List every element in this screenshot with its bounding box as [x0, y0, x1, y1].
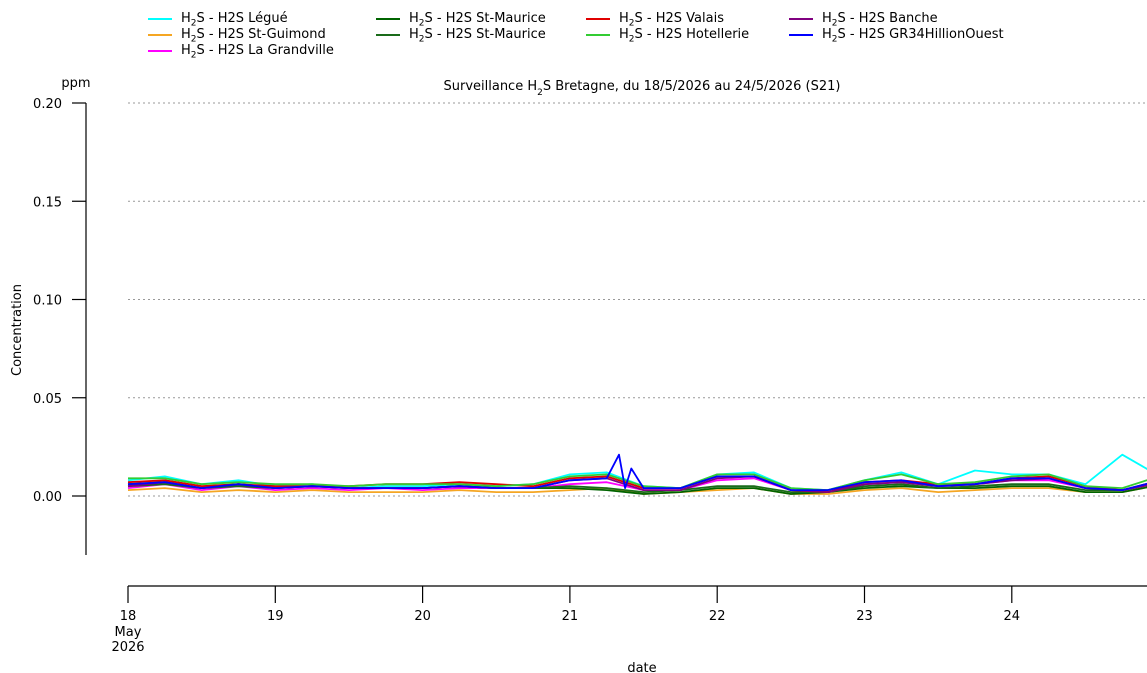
- legend-label: H2S - H2S Légué: [181, 11, 288, 29]
- y-tick-label: 0.10: [33, 294, 62, 309]
- title-part-2: S Bretagne, du 18/5/2026 au 24/5/2026 (S…: [543, 79, 841, 94]
- x-tick-label: 24: [1004, 609, 1021, 624]
- legend-swatch: [376, 18, 400, 20]
- legend-swatch: [148, 34, 172, 36]
- title-part-1: Surveillance H: [443, 79, 537, 94]
- y-axis: 0.00 0.05 0.10 0.15 0.20: [33, 97, 87, 555]
- legend-label: H2S - H2S Hotellerie: [619, 27, 750, 45]
- grid-lines: [128, 102, 1147, 497]
- x-tick-label: 22: [709, 609, 726, 624]
- series-line-6: [128, 473, 1147, 491]
- y-axis-label: Concentration: [10, 284, 25, 376]
- legend-swatch: [789, 34, 813, 36]
- legend-label: H2S - H2S GR34HillionOuest: [822, 27, 1004, 45]
- legend-label: H2S - H2S St-Maurice: [409, 27, 546, 45]
- x-tick-label: 20: [414, 609, 431, 624]
- x-tick-label: 19: [267, 609, 284, 624]
- x-tick-year: 2026: [111, 640, 144, 655]
- x-tick-label: 21: [562, 609, 579, 624]
- chart-legend: H2S - H2S Légué H2S - H2S St-Guimond H2S -…: [148, 11, 1138, 61]
- legend-swatch: [148, 50, 172, 52]
- y-tick-label: 0.20: [33, 97, 62, 112]
- legend-label: H2S - H2S St-Maurice: [409, 11, 546, 29]
- x-tick-month: May: [115, 625, 142, 640]
- y-tick-label: 0.00: [33, 490, 62, 505]
- legend-label: H2S - H2S Banche: [822, 11, 938, 29]
- y-tick-label: 0.05: [33, 392, 62, 407]
- x-axis-label: date: [627, 661, 656, 673]
- series-group: [127, 453, 1147, 495]
- series-line-8: [127, 453, 1147, 491]
- x-tick-label: 18: [120, 609, 137, 624]
- legend-label: H2S - H2S St-Guimond: [181, 27, 326, 45]
- y-unit-label: ppm: [61, 76, 90, 91]
- y-tick-label: 0.15: [33, 195, 62, 210]
- title-subscript: 2: [537, 88, 543, 98]
- legend-label: H2S - H2S Valais: [619, 11, 724, 29]
- legend-swatch: [586, 18, 610, 20]
- legend-swatch: [586, 34, 610, 36]
- legend-swatch: [376, 34, 400, 36]
- legend-swatch: [148, 18, 172, 20]
- legend-label: H2S - H2S La Grandville: [181, 43, 334, 61]
- legend-swatch: [789, 18, 813, 20]
- x-tick-label: 23: [856, 609, 873, 624]
- chart-title: Surveillance H2S Bretagne, du 18/5/2026 …: [443, 79, 840, 98]
